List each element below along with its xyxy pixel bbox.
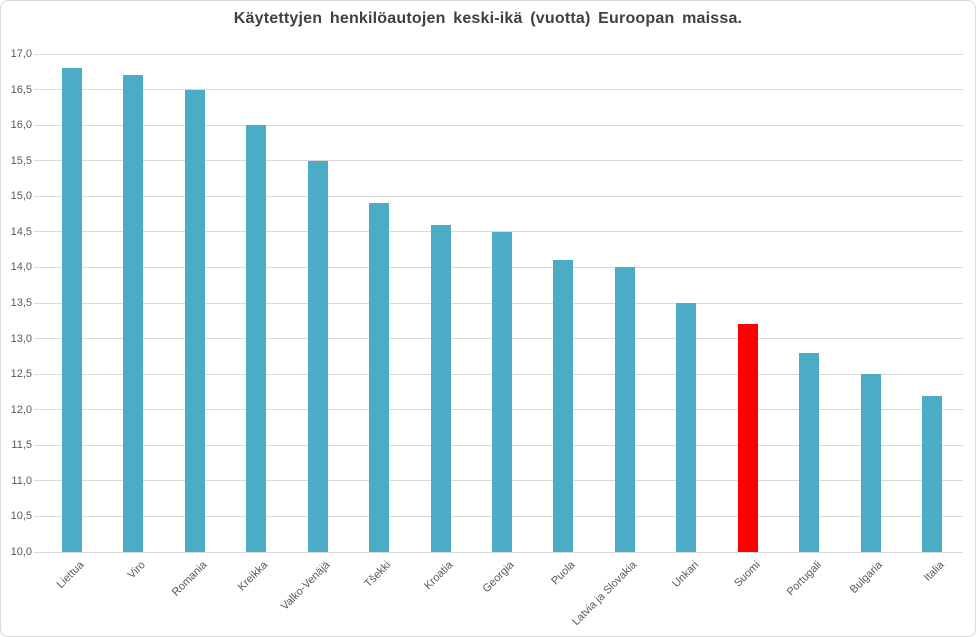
- y-axis-tick-label: 14,0: [10, 261, 32, 274]
- x-axis-category-label: Unkari: [669, 559, 701, 590]
- bar-latvia-ja-slovakia: [614, 267, 635, 552]
- gridline: [34, 53, 963, 55]
- gridline: [34, 124, 963, 126]
- bar-suomi: [737, 324, 758, 552]
- x-axis-category-label: Puola: [549, 559, 578, 588]
- bar-georgia: [492, 231, 512, 552]
- gridline: [34, 231, 963, 233]
- x-axis-category-label: Liettua: [54, 559, 87, 591]
- bar-kroatia: [430, 224, 451, 552]
- gridline: [34, 551, 963, 553]
- x-axis-category-label: Italia: [921, 559, 947, 584]
- chart-title: Käytettyjen henkilöautojen keski-ikä (vu…: [233, 10, 743, 27]
- y-axis-tick-label: 15,5: [10, 154, 32, 167]
- gridline: [34, 195, 963, 197]
- y-axis-tick-label: 11,0: [11, 474, 32, 487]
- x-axis-category-label: Latvia ja Slovakia: [570, 559, 640, 629]
- bar-italia: [922, 395, 943, 552]
- bar-puola: [553, 260, 574, 552]
- x-axis-category-label: Portugali: [784, 559, 824, 599]
- x-axis-category-label: Suomi: [731, 559, 763, 590]
- y-axis-tick-label: 12,5: [10, 368, 32, 381]
- bar-tsekki: [369, 203, 390, 552]
- bar-bulgaria: [860, 374, 881, 552]
- bar-portugali: [799, 352, 820, 552]
- gridline: [34, 89, 963, 91]
- y-axis-tick-label: 15,0: [10, 190, 32, 203]
- y-axis-tick-label: 16,5: [10, 83, 32, 96]
- x-axis-category-label: Kreikka: [236, 559, 271, 594]
- x-axis-category-label: Viro: [125, 559, 148, 582]
- y-axis-tick-label: 11,5: [11, 439, 32, 452]
- x-axis-category-label: Valko-Venäjä: [278, 559, 333, 613]
- bar-romania: [184, 89, 205, 552]
- x-axis-category-label: Tšekki: [362, 559, 394, 590]
- x-axis-category-label: Georgia: [480, 559, 517, 596]
- y-axis-tick-label: 10,0: [10, 546, 32, 558]
- y-axis-tick-label: 16,0: [10, 119, 32, 132]
- bar-viro: [123, 75, 144, 552]
- y-axis-tick-label: 17,0: [10, 48, 32, 60]
- y-axis-tick-label: 13,0: [10, 332, 32, 345]
- y-axis-tick-label: 13,5: [10, 297, 32, 309]
- x-axis-category-label: Kroatia: [421, 559, 456, 593]
- bar-unkari: [676, 303, 697, 552]
- y-axis-tick-label: 14,5: [10, 225, 32, 238]
- bar-kreikka: [246, 125, 267, 552]
- x-axis-category-label: Bulgaria: [848, 559, 886, 597]
- bar-valko-venaja: [307, 160, 328, 552]
- gridline: [34, 160, 963, 162]
- y-axis-tick-label: 10,5: [10, 510, 32, 523]
- plot-area: 17,0 16,5 16,0 15,5 15,0 14,5 14,0 13,5 13,0 12,5…: [11, 48, 963, 628]
- x-axis-category-label: Romania: [169, 559, 210, 599]
- bar-liettua: [61, 68, 82, 552]
- y-axis-tick-label: 12,0: [10, 403, 32, 416]
